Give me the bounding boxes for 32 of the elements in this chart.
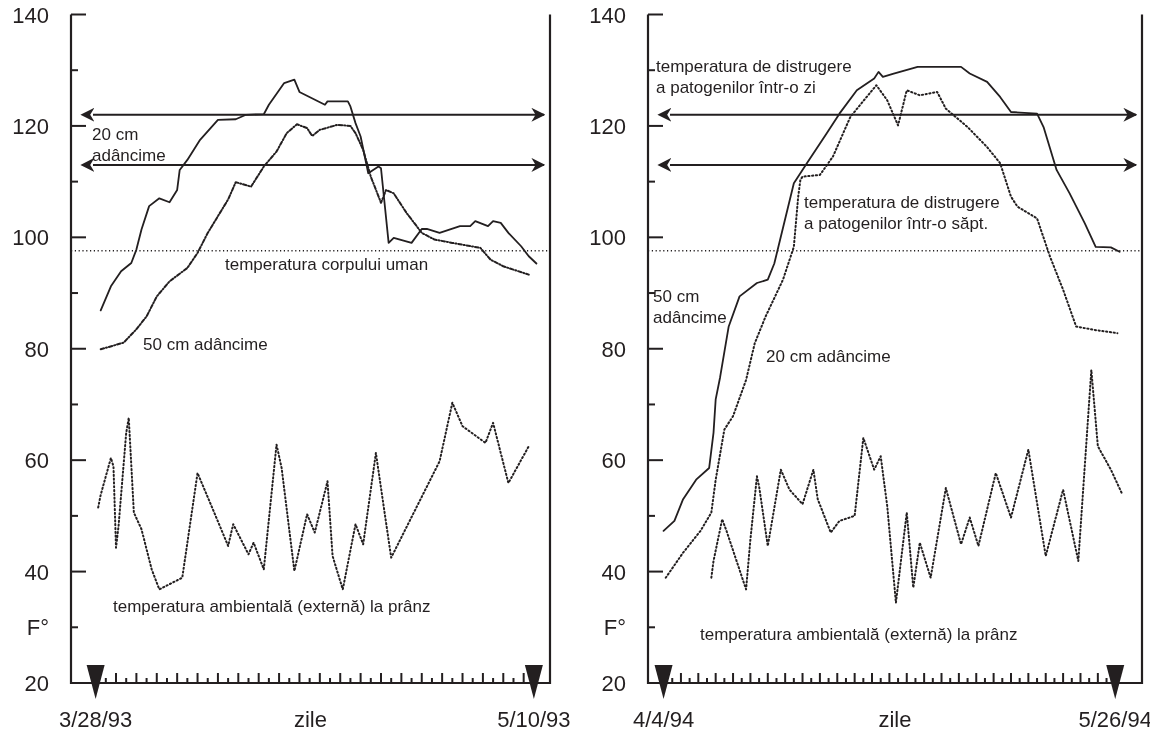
line-series — [710, 368, 1123, 604]
text: temperatura ambientală (externă) la prânz — [113, 597, 431, 616]
y-axis-title: F° — [26, 615, 49, 641]
y-tick-label: 20 — [24, 671, 49, 696]
line-series — [97, 401, 530, 591]
ref-line-label: temperatura corpului uman — [225, 255, 429, 274]
y-tick-label: 80 — [601, 336, 626, 362]
y-tick-label: 140 — [12, 2, 49, 28]
y-tick-label: 80 — [24, 336, 49, 362]
y-tick-label: 100 — [12, 225, 49, 251]
text: temperatura ambientală (externă) la prânz — [700, 625, 1018, 644]
x-tick-label: 3/28/93 — [58, 707, 133, 732]
x-axis-title: zile — [878, 707, 912, 732]
x-tick-label: 4/4/94 — [632, 707, 695, 732]
y-tick-label: 60 — [24, 448, 49, 474]
y-tick-label: 120 — [12, 113, 49, 139]
ref-line-label: temperatura de distrugere a patogenilor într-o săpt. — [804, 193, 1000, 234]
y-tick-label: 20 — [601, 671, 626, 696]
y-axis-title: F° — [603, 615, 626, 641]
x-axis-title: zile — [293, 707, 328, 732]
y-tick-label: 40 — [24, 559, 49, 585]
series-label: 20 cm adâncime — [766, 347, 891, 366]
legend-label: 20 cm adâncime — [92, 125, 166, 166]
series-label: 50 cm adâncime — [143, 335, 268, 354]
x-tick-label: 5/10/93 — [497, 707, 571, 732]
ref-line-label: temperatura de distrugere a patogenilor într-o zi — [656, 57, 852, 98]
y-tick-label: 40 — [601, 559, 626, 585]
series-label: 50 cm adâncime — [653, 287, 727, 328]
y-tick-label: 100 — [589, 225, 626, 251]
y-tick-label: 60 — [601, 448, 626, 474]
y-tick-label: 140 — [589, 2, 626, 28]
y-tick-label: 120 — [589, 113, 626, 139]
